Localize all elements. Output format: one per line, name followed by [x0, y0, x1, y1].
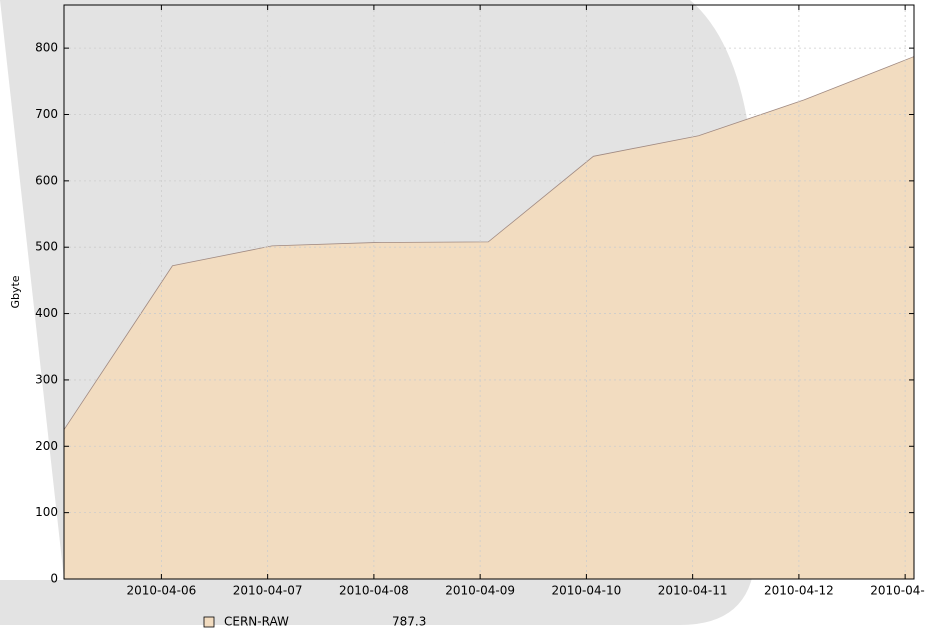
y-tick-label: 400: [35, 306, 58, 320]
y-tick-label: 100: [35, 505, 58, 519]
area-fill: [64, 56, 914, 579]
legend-swatch: [203, 616, 215, 628]
y-tick-label: 600: [35, 173, 58, 187]
x-tick-label: 2010-04-07: [233, 584, 303, 598]
y-axis-label: Gbyte: [9, 275, 22, 308]
y-tick-label: 500: [35, 240, 58, 254]
x-tick-label: 2010-04-10: [552, 584, 622, 598]
x-tick-label: 2010-04-13: [870, 584, 925, 598]
x-tick-label: 2010-04-12: [764, 584, 834, 598]
x-tick-label: 2010-04-06: [127, 584, 197, 598]
x-tick-label: 2010-04-08: [339, 584, 409, 598]
area-line: [63, 56, 915, 430]
y-tick-label: 200: [35, 439, 58, 453]
y-tick-label: 700: [35, 107, 58, 121]
y-tick-label: 0: [50, 572, 58, 586]
y-tick-label: 300: [35, 372, 58, 386]
legend-value: 787.3: [392, 615, 426, 629]
legend-label: CERN-RAW: [224, 615, 289, 629]
x-tick-label: 2010-04-09: [445, 584, 515, 598]
plot-frame: [63, 4, 915, 580]
x-tick-label: 2010-04-11: [658, 584, 728, 598]
y-tick-label: 800: [35, 41, 58, 55]
